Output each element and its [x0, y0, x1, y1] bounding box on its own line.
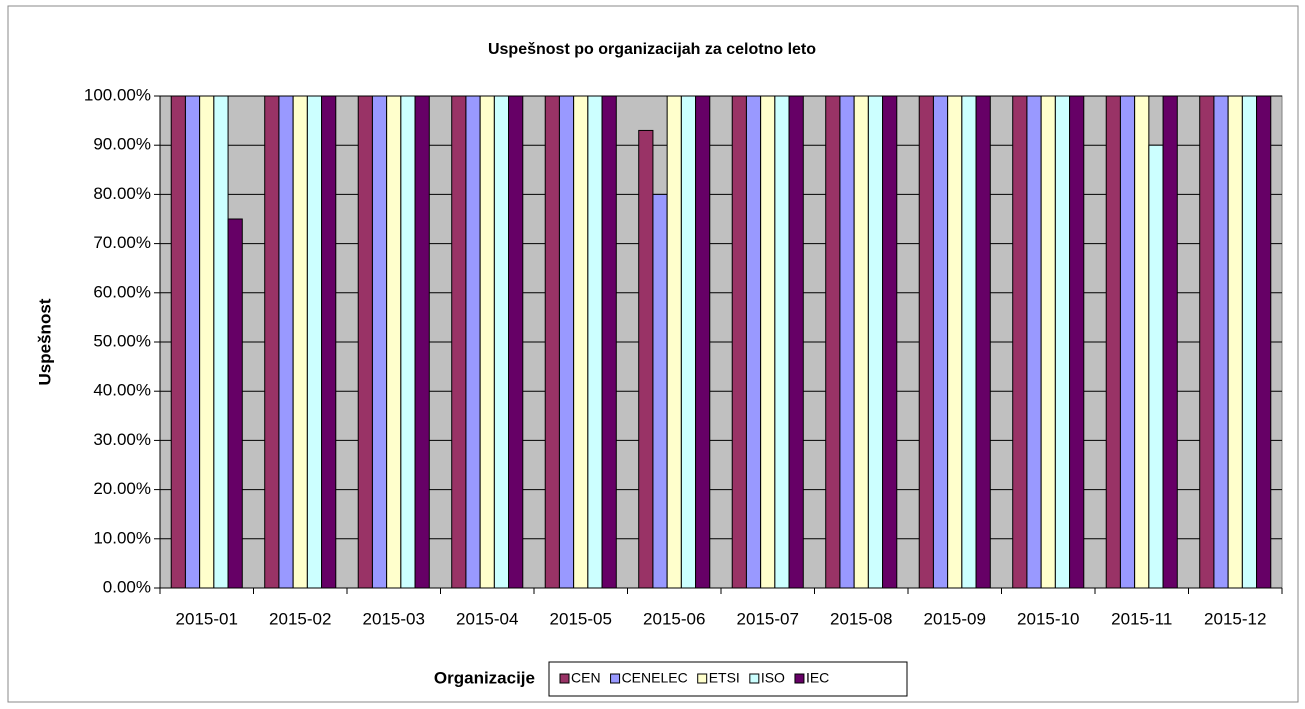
- bar: [1119, 95, 1136, 589]
- legend-label: CENELEC: [622, 670, 688, 686]
- bar: [1134, 95, 1150, 589]
- y-tick-label: 50.00%: [93, 331, 151, 350]
- x-tick-label: 2015-06: [643, 609, 705, 628]
- bar: [601, 95, 617, 589]
- x-tick-label: 2015-01: [176, 609, 238, 628]
- bar: [745, 95, 762, 589]
- bar: [1227, 95, 1243, 589]
- bar: [947, 95, 963, 589]
- bar: [306, 95, 323, 589]
- legend-swatch: [794, 673, 805, 684]
- bar: [1040, 95, 1056, 589]
- bar: [774, 95, 790, 589]
- legend-label: IEC: [806, 670, 829, 686]
- bar: [184, 95, 201, 589]
- y-tick-label: 20.00%: [93, 479, 151, 498]
- bar: [493, 95, 510, 589]
- x-tick-label: 2015-04: [456, 609, 518, 628]
- bar: [508, 95, 524, 589]
- legend-label: CEN: [571, 670, 601, 686]
- bar: [264, 95, 280, 589]
- bar: [321, 95, 337, 589]
- bar: [199, 95, 215, 589]
- y-tick-label: 90.00%: [93, 135, 151, 154]
- bar: [1162, 95, 1178, 589]
- x-tick-label: 2015-10: [1017, 609, 1079, 628]
- bar: [465, 95, 481, 589]
- bar: [213, 95, 229, 589]
- bar: [839, 95, 855, 589]
- bar: [680, 95, 697, 589]
- bar: [1199, 95, 1215, 589]
- legend-swatch: [749, 673, 760, 684]
- bar: [1256, 95, 1272, 589]
- bar: [1026, 95, 1042, 589]
- bar: [1241, 95, 1258, 589]
- bar: [853, 95, 869, 589]
- bar: [400, 95, 416, 589]
- bar: [825, 95, 841, 589]
- bar: [695, 95, 711, 589]
- bar: [558, 95, 575, 589]
- bar: [357, 95, 373, 589]
- bar: [1054, 95, 1071, 589]
- x-tick-label: 2015-07: [737, 609, 799, 628]
- x-tick-label: 2015-08: [830, 609, 892, 628]
- bar: [867, 95, 884, 589]
- bar: [587, 95, 603, 589]
- x-tick-label: 2015-11: [1111, 609, 1172, 628]
- y-tick-label: 10.00%: [93, 528, 151, 547]
- x-tick-label: 2015-09: [924, 609, 986, 628]
- bar: [1105, 95, 1121, 589]
- bar: [638, 129, 654, 589]
- bar: [882, 95, 898, 589]
- bar: [731, 95, 747, 589]
- legend-label: ISO: [761, 670, 785, 686]
- bar: [414, 95, 430, 589]
- bar: [1213, 95, 1229, 589]
- bar: [932, 95, 949, 589]
- bar: [1069, 95, 1085, 589]
- bar: [278, 95, 294, 589]
- legend-label: ETSI: [709, 670, 740, 686]
- bar: [573, 95, 589, 589]
- bar: [227, 218, 243, 589]
- y-tick-label: 0.00%: [103, 577, 151, 596]
- bar: [170, 95, 186, 589]
- y-tick-label: 100.00%: [84, 85, 151, 104]
- y-axis-title: Uspešnost: [35, 298, 54, 385]
- legend-swatch: [559, 673, 570, 684]
- bar: [760, 95, 776, 589]
- x-tick-label: 2015-02: [269, 609, 331, 628]
- chart-title: Uspešnost po organizacijah za celotno le…: [488, 41, 816, 58]
- bar: [1012, 95, 1028, 589]
- bar: [544, 95, 560, 589]
- legend-title: Organizacije: [434, 668, 535, 687]
- bar: [961, 95, 977, 589]
- bar: [371, 95, 388, 589]
- legend-box: [548, 661, 908, 697]
- x-tick-label: 2015-03: [363, 609, 425, 628]
- bar: [451, 95, 467, 589]
- y-tick-label: 70.00%: [93, 233, 151, 252]
- bar: [292, 95, 308, 589]
- bar: [918, 95, 934, 589]
- bar: [652, 193, 668, 589]
- x-tick-label: 2015-05: [550, 609, 612, 628]
- bar: [975, 95, 991, 589]
- y-tick-label: 40.00%: [93, 381, 151, 400]
- x-tick-label: 2015-12: [1204, 609, 1266, 628]
- bar: [666, 95, 682, 589]
- y-tick-label: 60.00%: [93, 282, 151, 301]
- bar: [788, 95, 804, 589]
- y-tick-label: 80.00%: [93, 184, 151, 203]
- legend-swatch: [697, 673, 708, 684]
- bar: [479, 95, 495, 589]
- legend-swatch: [610, 673, 621, 684]
- y-tick-label: 30.00%: [93, 430, 151, 449]
- bar: [386, 95, 402, 589]
- bar: [1148, 144, 1164, 589]
